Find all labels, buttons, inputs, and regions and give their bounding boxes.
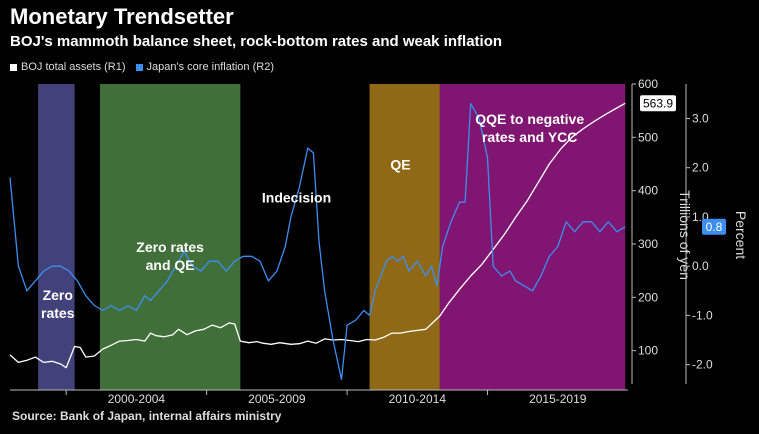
- r2-tick-label-0: -2.0: [692, 358, 713, 372]
- r1-tick-label-1: 200: [638, 290, 658, 304]
- r1-tick-label-2: 300: [638, 237, 658, 251]
- band-label-3-line-1: rates and YCC: [482, 129, 577, 145]
- r2-tick-label-2: 0.0: [692, 259, 709, 273]
- band-label-1-line-0: Zero rates: [136, 239, 204, 255]
- series-line-assets: [9, 102, 626, 369]
- chart-subtitle: BOJ's mammoth balance sheet, rock-bottom…: [10, 33, 503, 50]
- source-note: Source: Bank of Japan, internal affairs …: [12, 409, 282, 423]
- chart-title: Monetary Trendsetter: [10, 4, 234, 29]
- inflation-end-badge: [702, 218, 726, 235]
- chart-legend: BOJ total assets (R1) Japan's core infla…: [10, 61, 274, 73]
- legend-swatch-inflation: [135, 63, 143, 71]
- phase-band-3: [439, 84, 626, 390]
- band-label-2-line-0: QE: [390, 156, 410, 172]
- legend-swatch-assets: [10, 63, 17, 71]
- x-tick-label-2: 2010-2014: [389, 392, 447, 406]
- r1-tick-label-5: 600: [638, 77, 658, 91]
- r2-tick-label-5: 3.0: [692, 111, 709, 125]
- inflation-end-value: 0.8: [706, 220, 723, 234]
- r1-tick-label-0: 100: [638, 344, 658, 358]
- r1-tick-label-3: 400: [638, 184, 658, 198]
- x-tick-label-3: 2015-2019: [529, 392, 587, 406]
- legend-item-assets: BOJ total assets (R1): [10, 61, 126, 73]
- annotation-0: Indecision: [262, 189, 331, 205]
- x-tick-label-1: 2005-2009: [248, 392, 306, 406]
- series-line-inflation: [9, 103, 626, 381]
- band-label-3-line-0: QQE to negative: [475, 111, 584, 127]
- phase-band-2: [369, 84, 440, 390]
- r2-axis-title: Percent: [733, 211, 749, 259]
- r1-tick-label-4: 500: [638, 130, 658, 144]
- assets-end-value: 563.9: [643, 96, 673, 110]
- assets-end-badge: [640, 95, 676, 112]
- phase-band-1: [99, 84, 241, 390]
- band-label-0-line-1: rates: [41, 305, 75, 321]
- legend-label-assets: BOJ total assets (R1): [21, 61, 126, 73]
- legend-label-inflation: Japan's core inflation (R2): [146, 61, 274, 73]
- r2-tick-label-1: -1.0: [692, 308, 713, 322]
- band-label-1-line-1: and QE: [146, 257, 195, 273]
- band-label-0-line-0: Zero: [43, 287, 73, 303]
- legend-item-inflation: Japan's core inflation (R2): [135, 61, 274, 73]
- x-tick-label-0: 2000-2004: [108, 392, 166, 406]
- r1-axis-title: Trillions of yen: [677, 190, 693, 280]
- phase-band-0: [38, 84, 75, 390]
- r2-tick-label-4: 2.0: [692, 161, 709, 175]
